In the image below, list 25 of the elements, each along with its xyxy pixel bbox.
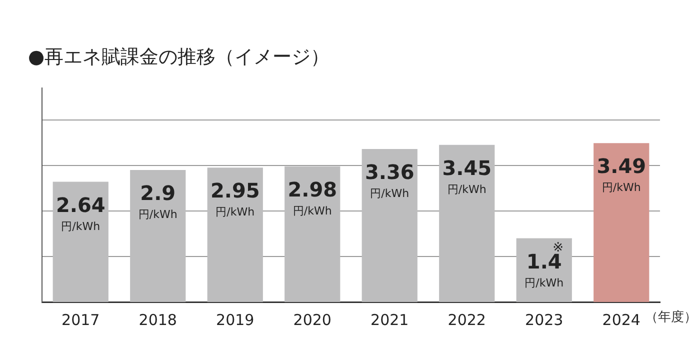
- bar: [362, 149, 418, 302]
- bar: [52, 182, 108, 302]
- bar: [439, 144, 495, 302]
- data-label: 2.95 円/kWh: [210, 178, 260, 219]
- data-label: 2.98 円/kWh: [288, 177, 338, 218]
- data-label: 2.64 円/kWh: [56, 192, 106, 233]
- bar: [207, 168, 263, 302]
- x-tick-label: 2017: [62, 310, 100, 329]
- chart-title: ●再エネ賦課金の推移（イメージ）: [28, 45, 330, 70]
- bar: [130, 170, 186, 302]
- bar: [594, 143, 650, 302]
- x-tick-label: 2024: [602, 310, 640, 329]
- data-label: 3.45 円/kWh: [442, 156, 492, 196]
- x-tick-label: 2020: [293, 310, 332, 329]
- bar: [284, 166, 340, 302]
- x-axis-title: （年度）: [645, 309, 697, 326]
- data-label: 2.9 円/kWh: [138, 180, 178, 221]
- data-label: 3.49 円/kWh: [596, 154, 646, 194]
- x-tick-label: 2021: [370, 310, 409, 329]
- x-tick-label: 2022: [448, 310, 486, 329]
- data-label: 3.36 円/kWh: [364, 160, 414, 200]
- x-tick-label: 2018: [138, 310, 177, 329]
- x-tick-label: 2023: [525, 310, 564, 329]
- annotation: ※: [552, 240, 564, 256]
- x-tick-label: 2019: [216, 310, 254, 329]
